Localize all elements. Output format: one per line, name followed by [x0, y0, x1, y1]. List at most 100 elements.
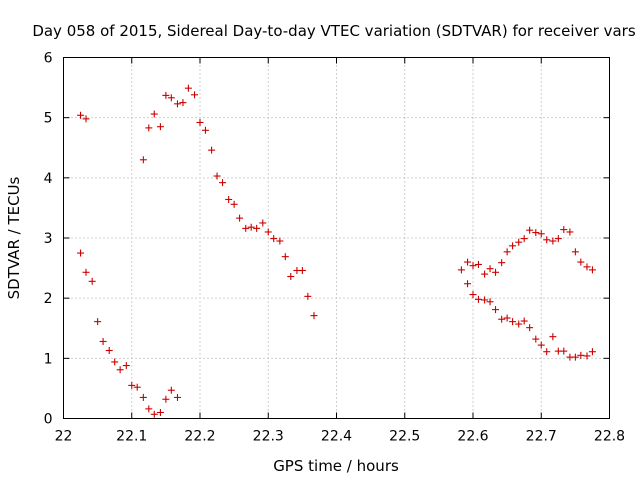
data-point	[173, 393, 181, 401]
data-point	[520, 235, 528, 243]
data-point	[537, 341, 545, 349]
y-tick-label: 1	[44, 351, 53, 367]
data-point	[537, 230, 545, 238]
data-point	[515, 320, 523, 328]
x-tick-label: 22.8	[594, 429, 625, 445]
grid-lines	[63, 57, 610, 419]
data-point	[150, 410, 158, 418]
data-point	[116, 366, 124, 374]
x-tick-label: 22.7	[526, 429, 557, 445]
data-point	[270, 235, 278, 243]
data-point	[492, 306, 500, 314]
data-point	[560, 347, 568, 355]
data-point	[213, 172, 221, 180]
x-tick-label: 22	[55, 429, 73, 445]
data-point	[583, 352, 591, 360]
axis-ticks: 22 22.1 22.2 22.3 22.4 22.5 22.6 22.7 22.8 0 1 2 3 4 5…	[44, 51, 626, 445]
data-point	[162, 91, 170, 99]
data-point	[201, 126, 209, 134]
y-tick-label: 3	[44, 231, 53, 247]
x-tick-label: 22.4	[321, 429, 352, 445]
data-point	[247, 223, 255, 231]
data-point	[264, 228, 272, 236]
data-point	[492, 268, 500, 276]
data-point	[503, 314, 511, 322]
data-point	[122, 362, 130, 370]
data-point	[156, 408, 164, 416]
data-point	[298, 266, 306, 274]
data-points	[77, 84, 596, 418]
data-point	[184, 84, 192, 92]
y-tick-label: 2	[44, 291, 53, 307]
data-point	[566, 228, 574, 236]
data-point	[82, 115, 90, 123]
data-point	[191, 91, 199, 99]
data-point	[469, 262, 477, 270]
data-point	[588, 348, 596, 356]
data-point	[77, 249, 85, 257]
data-point	[515, 238, 523, 246]
data-point	[498, 315, 506, 323]
data-point	[173, 100, 181, 108]
data-point	[498, 259, 506, 267]
y-tick-label: 4	[44, 171, 53, 187]
data-point	[457, 266, 465, 274]
data-point	[310, 312, 318, 320]
data-point	[276, 237, 284, 245]
data-point	[179, 99, 187, 107]
data-point	[543, 236, 551, 244]
data-point	[281, 253, 289, 261]
data-point	[474, 260, 482, 268]
data-point	[150, 110, 158, 118]
data-point	[464, 280, 472, 288]
data-point	[259, 219, 267, 227]
data-point	[577, 258, 585, 266]
data-point	[554, 235, 562, 243]
data-point	[588, 266, 596, 274]
data-point	[156, 123, 164, 131]
data-point	[526, 226, 534, 234]
data-point	[99, 337, 107, 345]
data-point	[560, 226, 568, 234]
data-point	[128, 381, 136, 389]
plot-frame	[63, 57, 610, 419]
data-point	[111, 358, 119, 366]
data-point	[139, 156, 147, 164]
data-point	[503, 248, 511, 256]
data-point	[167, 94, 175, 102]
x-tick-label: 22.6	[457, 429, 488, 445]
data-point	[481, 296, 489, 304]
x-tick-label: 22.1	[116, 429, 147, 445]
data-point	[82, 268, 90, 276]
data-point	[469, 291, 477, 299]
x-tick-label: 22.5	[389, 429, 420, 445]
data-point	[304, 292, 312, 300]
data-point	[77, 111, 85, 119]
data-point	[230, 200, 238, 208]
data-point	[474, 295, 482, 303]
data-point	[549, 333, 557, 341]
data-point	[133, 383, 141, 391]
y-tick-label: 6	[44, 51, 53, 67]
y-axis-label: SDTVAR / TECUs	[5, 176, 23, 299]
data-point	[242, 224, 250, 232]
x-tick-label: 22.2	[184, 429, 215, 445]
data-point	[196, 118, 204, 126]
data-point	[94, 318, 102, 326]
data-point	[543, 348, 551, 356]
data-point	[219, 179, 227, 187]
data-point	[509, 318, 517, 326]
data-point	[167, 386, 175, 394]
data-point	[162, 395, 170, 403]
data-point	[532, 335, 540, 343]
data-point	[139, 393, 147, 401]
x-tick-label: 22.3	[253, 429, 284, 445]
data-point	[486, 298, 494, 306]
data-point	[532, 229, 540, 237]
data-point	[577, 351, 585, 359]
data-point	[509, 242, 517, 250]
y-tick-label: 5	[44, 111, 53, 127]
data-point	[145, 124, 153, 132]
data-point	[571, 248, 579, 256]
